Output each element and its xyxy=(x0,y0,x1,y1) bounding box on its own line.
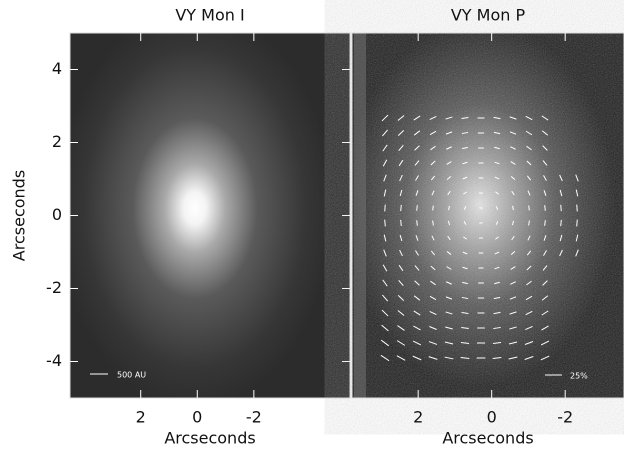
y-tick-label: -2 xyxy=(46,278,62,297)
x-axis-label: Arcseconds xyxy=(442,429,533,448)
x-tick-label: 0 xyxy=(487,408,497,427)
scale-label: 500 AU xyxy=(117,371,146,380)
y-axis-label: Arcseconds xyxy=(10,170,29,261)
polarization-vector xyxy=(577,220,578,227)
panel-title: VY Mon P xyxy=(451,6,526,25)
polarization-vector xyxy=(561,220,562,226)
figure: VY Mon I Arcseconds 2 0 -2 -4 -2 0 2 4 Arcseconds 5… xyxy=(0,0,624,451)
polarization-vector xyxy=(545,220,546,226)
y-tick-label: 0 xyxy=(52,205,62,224)
polarization-vector xyxy=(417,205,418,211)
x-tick-label: -2 xyxy=(246,408,262,427)
polarization-vector xyxy=(385,205,386,212)
y-tick-label: 2 xyxy=(52,132,62,151)
panel-title: VY Mon I xyxy=(175,6,244,25)
polarization-vector xyxy=(433,206,434,211)
x-axis-label: Arcseconds xyxy=(164,429,255,448)
polarization-vector xyxy=(401,220,402,226)
polarization-vector xyxy=(545,205,546,211)
x-tick-label: 0 xyxy=(192,408,202,427)
y-tick-label: -4 xyxy=(46,351,62,370)
scale-label: 25% xyxy=(570,372,588,381)
polarization-vector xyxy=(401,205,402,211)
polarization-vector xyxy=(529,206,530,211)
image xyxy=(70,33,350,398)
polarization-vector xyxy=(561,205,562,211)
x-tick-label: 2 xyxy=(413,408,423,427)
polarization-vector xyxy=(385,220,386,227)
y-tick-label: 4 xyxy=(52,59,62,78)
image-noise xyxy=(352,33,624,398)
x-tick-label: 2 xyxy=(136,408,146,427)
polarization-vector xyxy=(417,220,418,225)
x-tick-label: -2 xyxy=(557,408,573,427)
edge-strip xyxy=(354,33,366,398)
